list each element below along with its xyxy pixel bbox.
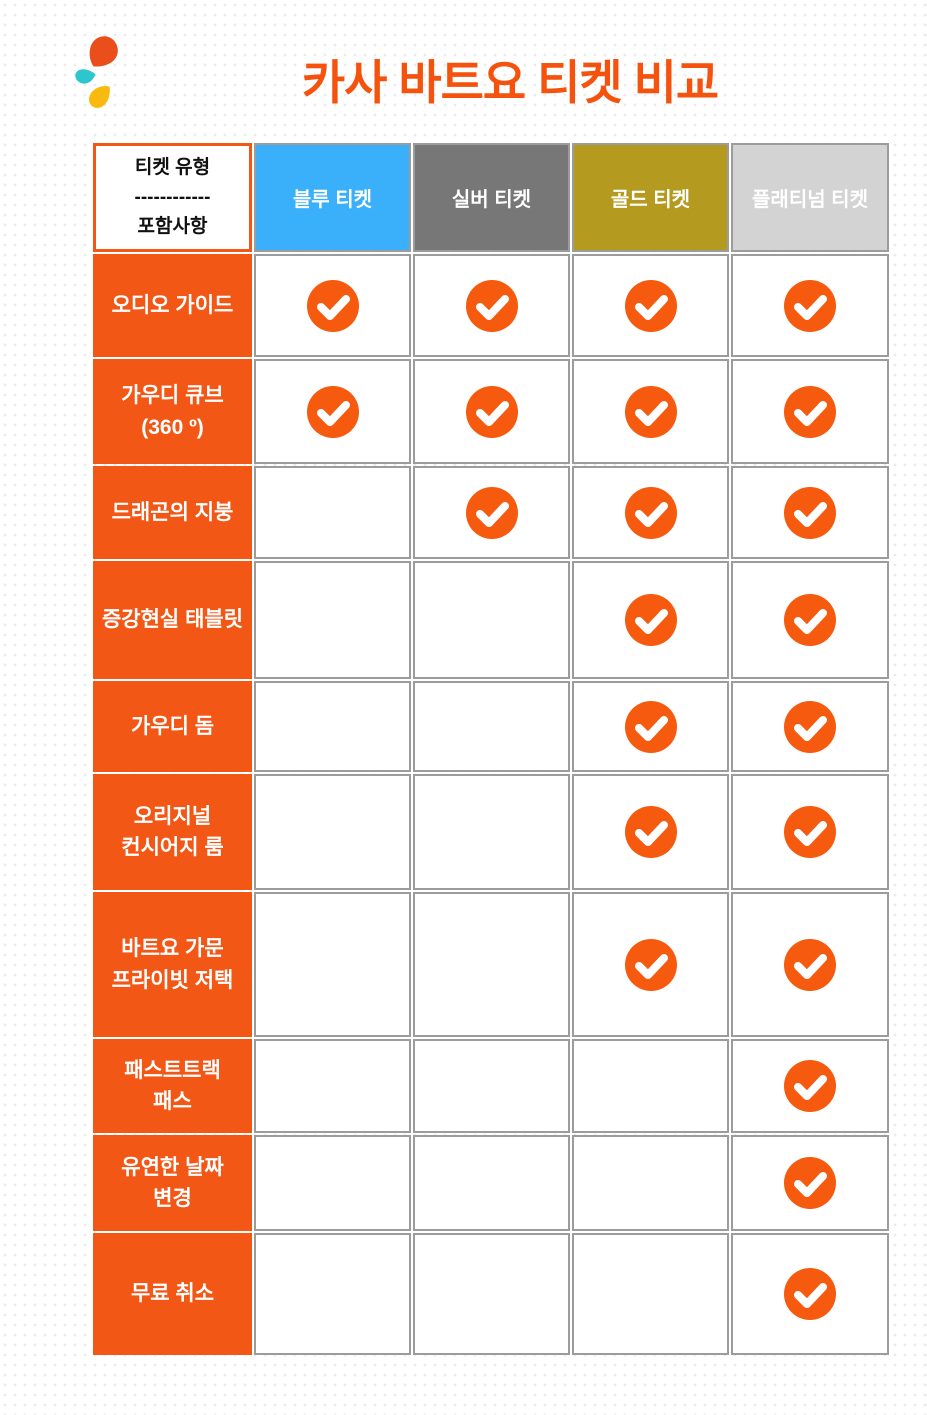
check-cell — [572, 681, 729, 772]
check-icon — [784, 486, 836, 539]
row-label: 오리지널 컨시어지 룸 — [93, 774, 252, 890]
petals-logo-icon — [75, 36, 118, 108]
check-cell — [572, 359, 729, 464]
check-icon — [784, 594, 836, 646]
check-cell — [413, 254, 570, 357]
check-icon — [784, 938, 836, 991]
row-label: 무료 취소 — [93, 1233, 252, 1355]
check-cell — [731, 1233, 889, 1355]
column-header-silver: 실버 티켓 — [413, 143, 570, 252]
check-cell — [413, 892, 570, 1037]
check-icon — [465, 279, 518, 332]
check-icon — [465, 486, 518, 539]
check-cell — [731, 359, 889, 464]
check-icon — [624, 385, 677, 438]
check-cell — [413, 1135, 570, 1231]
check-cell — [254, 1233, 411, 1355]
check-icon — [784, 385, 836, 438]
check-icon — [784, 1157, 836, 1209]
check-cell — [254, 774, 411, 890]
check-icon — [624, 594, 677, 646]
check-cell — [254, 681, 411, 772]
page-title: 카사 바트요 티켓 비교 — [301, 56, 719, 109]
check-cell — [413, 561, 570, 679]
row-label: 가우디 돔 — [93, 681, 252, 772]
check-cell — [731, 254, 889, 357]
check-icon — [784, 279, 836, 332]
check-icon — [624, 700, 677, 753]
check-cell — [254, 892, 411, 1037]
page-header: 카사 바트요 티켓 비교 — [0, 0, 927, 143]
row-label: 바트요 가문 프라이빗 저택 — [93, 892, 252, 1037]
check-icon — [784, 1060, 836, 1112]
check-cell — [731, 466, 889, 559]
check-icon — [624, 938, 677, 991]
check-icon — [306, 279, 359, 332]
check-cell — [572, 254, 729, 357]
check-icon — [624, 806, 677, 858]
check-cell — [731, 774, 889, 890]
check-cell — [413, 681, 570, 772]
check-cell — [254, 466, 411, 559]
row-label: 가우디 큐브 (360 º) — [93, 359, 252, 464]
check-cell — [413, 1039, 570, 1133]
check-cell — [254, 561, 411, 679]
column-header-platinum: 플래티넘 티켓 — [731, 143, 889, 252]
row-label: 증강현실 태블릿 — [93, 561, 252, 679]
column-header-gold: 골드 티켓 — [572, 143, 729, 252]
check-cell — [254, 1039, 411, 1133]
check-cell — [413, 774, 570, 890]
row-label: 패스트트랙 패스 — [93, 1039, 252, 1133]
check-cell — [731, 1135, 889, 1231]
check-cell — [731, 561, 889, 679]
check-cell — [572, 561, 729, 679]
row-label: 오디오 가이드 — [93, 254, 252, 357]
check-cell — [572, 774, 729, 890]
check-cell — [254, 1135, 411, 1231]
check-cell — [572, 1233, 729, 1355]
check-icon — [306, 385, 359, 438]
row-label: 유연한 날짜 변경 — [93, 1135, 252, 1231]
check-icon — [624, 486, 677, 539]
check-icon — [784, 806, 836, 858]
check-cell — [731, 892, 889, 1037]
check-cell — [254, 359, 411, 464]
column-header-blue: 블루 티켓 — [254, 143, 411, 252]
check-cell — [572, 1135, 729, 1231]
check-cell — [572, 892, 729, 1037]
check-cell — [731, 681, 889, 772]
check-cell — [572, 1039, 729, 1133]
check-icon — [624, 279, 677, 332]
row-label: 드래곤의 지붕 — [93, 466, 252, 559]
check-icon — [465, 385, 518, 438]
check-cell — [413, 359, 570, 464]
check-cell — [413, 1233, 570, 1355]
ticket-comparison-table: 티켓 유형 ------------ 포함사항 블루 티켓 실버 티켓 골드 티… — [93, 143, 889, 1355]
check-icon — [784, 700, 836, 753]
check-cell — [413, 466, 570, 559]
check-cell — [254, 254, 411, 357]
check-cell — [572, 466, 729, 559]
check-cell — [731, 1039, 889, 1133]
corner-header: 티켓 유형 ------------ 포함사항 — [93, 143, 252, 252]
check-icon — [784, 1268, 836, 1320]
